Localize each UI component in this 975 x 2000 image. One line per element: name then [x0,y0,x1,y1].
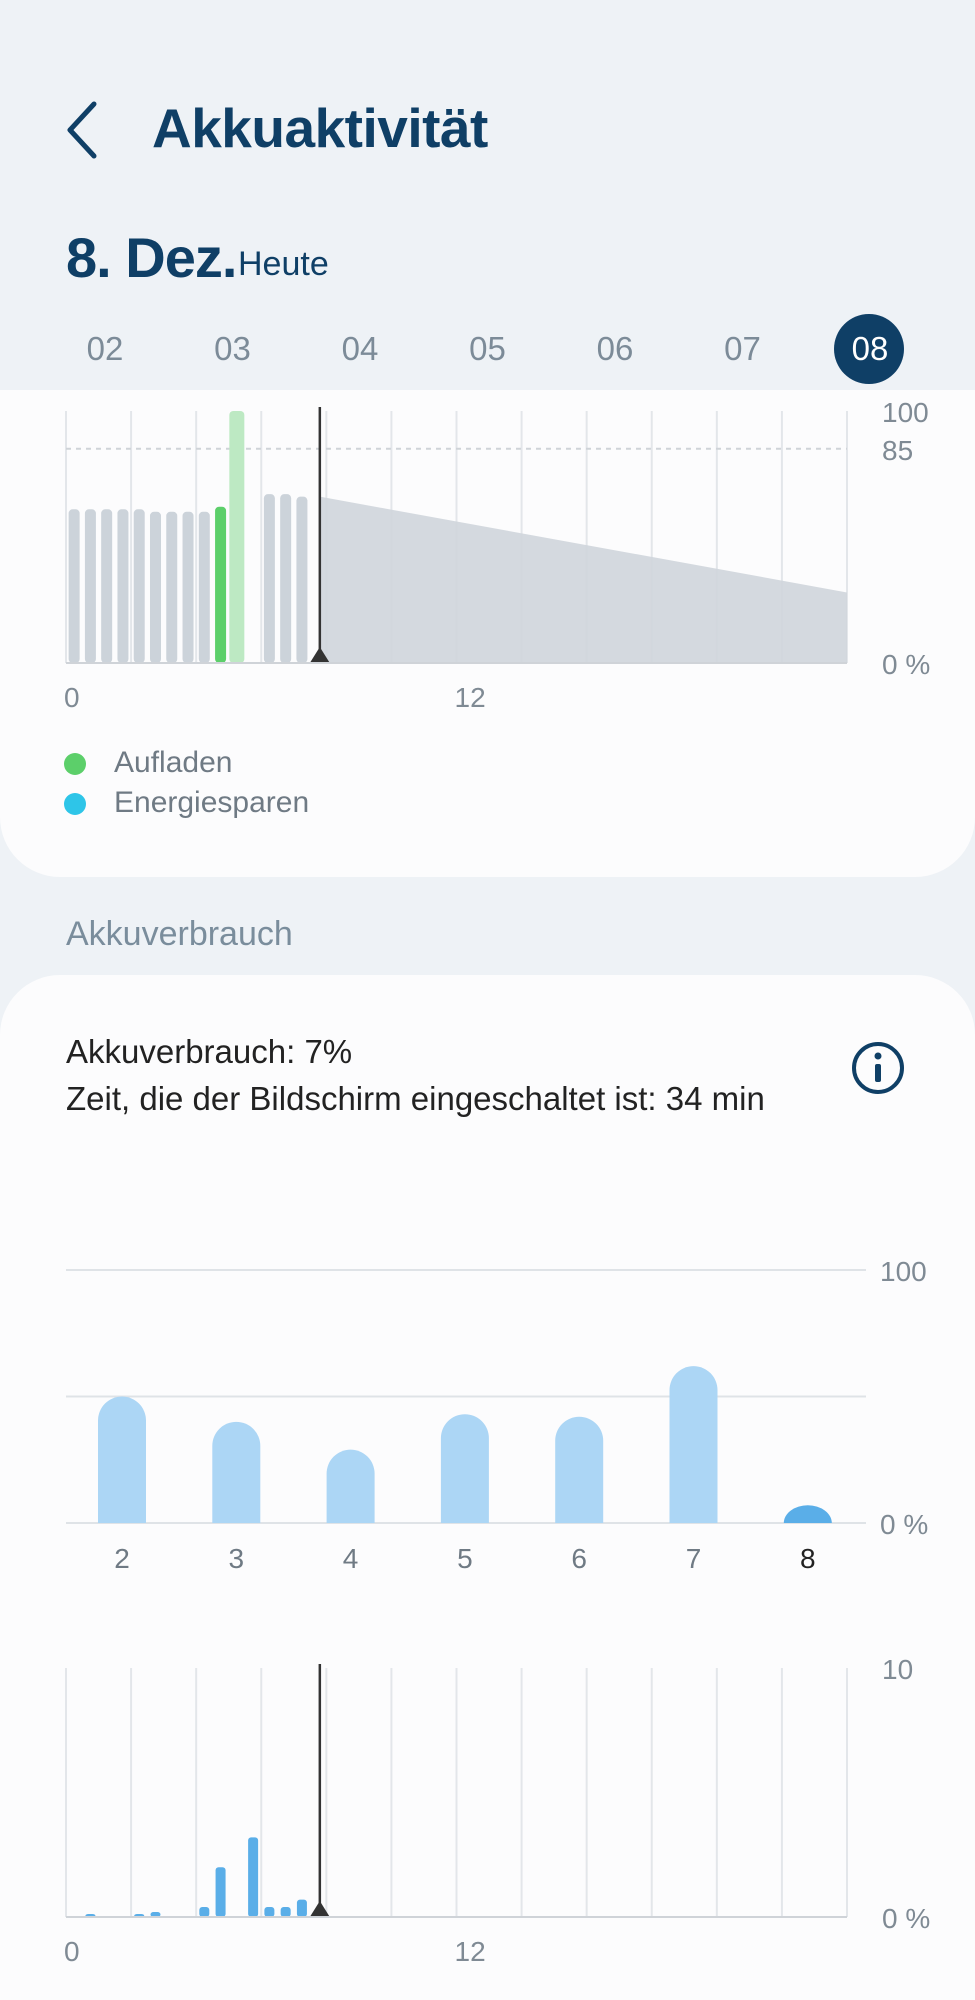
x-label-day-7: 7 [686,1543,702,1574]
day-tab-07[interactable]: 07 [724,330,761,367]
battery-bar-6 [166,511,178,663]
y-label-0: 0 % [882,1903,930,1934]
hourly-usage-bar-8 [296,1899,307,1917]
y-label-85: 85 [882,435,913,466]
battery-bar-8 [198,511,210,663]
battery-bar-11 [263,494,275,663]
y-label-10: 10 [882,1654,913,1685]
battery-level-card: 100 85 0 % 0 12 Aufladen Energiesparen [0,390,975,877]
hourly-usage-chart[interactable]: 10 0 % 0 12 [0,1640,975,1967]
x-label-day-8: 8 [800,1543,816,1574]
battery-bar-0 [68,509,80,663]
usage-percent-text: Akkuverbrauch: 7% [66,1033,353,1070]
battery-bar-10 [229,411,245,663]
x-label-0: 0 [64,682,80,713]
legend-label-power-saving: Energiesparen [114,786,310,819]
usage-bar-day-4 [326,1449,375,1523]
info-icon [852,1042,904,1094]
usage-section-header: Akkuverbrauch [66,915,293,953]
selected-date: 8. Dez. [66,226,237,289]
forecast-area [319,496,847,663]
hourly-usage-bar-6 [264,1907,275,1917]
battery-bar-1 [84,509,96,663]
current-time-marker [309,1901,330,1917]
info-button[interactable] [850,1040,906,1096]
battery-bar-13 [296,496,308,663]
day-tab-05[interactable]: 05 [469,330,506,367]
y-label-0: 0 % [882,649,930,680]
battery-bar-9 [215,506,227,663]
x-label-day-4: 4 [343,1543,359,1574]
screen-on-time-text: Zeit, die der Bildschirm eingeschaltet i… [66,1080,765,1117]
y-label-100: 100 [882,397,929,428]
battery-bar-7 [182,511,194,663]
day-tab-02[interactable]: 02 [86,330,124,367]
hourly-usage-bar-5 [248,1837,259,1917]
x-label-day-5: 5 [457,1543,473,1574]
selected-date-sub: Heute [238,245,329,283]
day-tab-06[interactable]: 06 [596,330,634,367]
hourly-usage-bar-7 [280,1907,291,1917]
back-button[interactable] [52,98,116,162]
legend-dot-power-saving [64,793,86,815]
battery-bar-5 [149,511,161,663]
x-label-day-6: 6 [571,1543,587,1574]
battery-bar-2 [101,509,113,663]
usage-bar-day-6 [555,1416,604,1523]
x-label-12: 12 [455,1936,486,1967]
day-tab-03[interactable]: 03 [214,330,251,367]
usage-bar-day-7 [669,1366,718,1523]
battery-bar-3 [117,509,129,663]
battery-bar-4 [133,509,145,663]
x-label-day-2: 2 [114,1543,130,1574]
selected-day-highlight [834,314,904,384]
usage-bar-day-2 [98,1396,146,1523]
x-label-0: 0 [64,1936,80,1967]
x-label-12: 12 [455,682,486,713]
x-label-day-3: 3 [229,1543,245,1574]
page-title: Akkuaktivität [152,97,488,159]
chevron-left-icon [67,101,97,159]
legend-label-charging: Aufladen [114,746,233,779]
usage-bar-day-8 [783,1505,832,1523]
hourly-usage-bar-4 [215,1867,226,1917]
y-label-100: 100 [880,1256,927,1287]
current-time-marker [309,647,330,663]
battery-level-chart[interactable]: 100 85 0 % 0 12 [0,390,975,713]
daily-usage-chart[interactable]: 2 3 4 5 6 7 8 100 0 % [0,1240,975,1574]
hourly-usage-bar-3 [199,1907,210,1917]
hourly-usage-bar-2 [150,1912,161,1917]
y-label-0: 0 % [880,1509,928,1540]
day-tab-08[interactable]: 08 [851,330,889,367]
day-tab-04[interactable]: 04 [341,330,379,367]
usage-bar-day-5 [440,1414,489,1523]
battery-bar-12 [280,494,292,663]
usage-bar-day-3 [212,1421,261,1523]
legend-dot-charging [64,753,86,775]
